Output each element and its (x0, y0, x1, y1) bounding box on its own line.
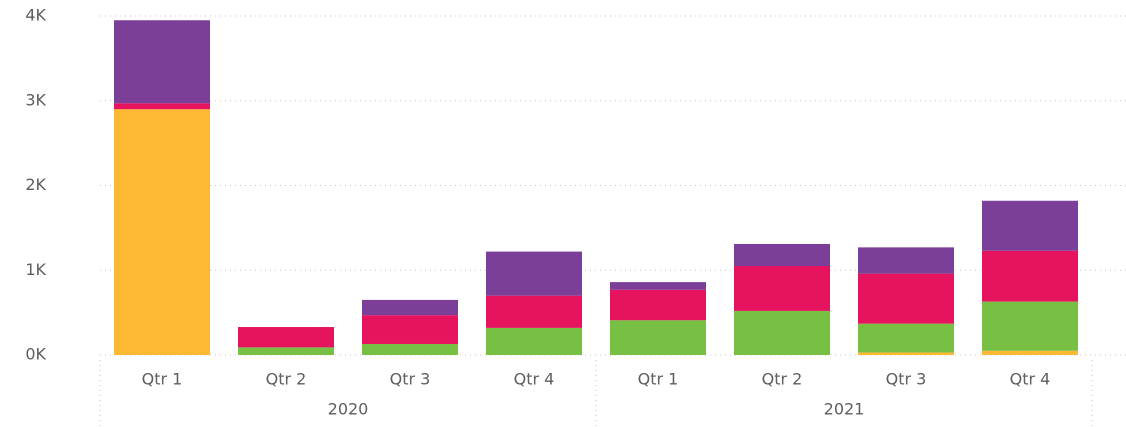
bar-segment (486, 327, 582, 355)
x-tick-label: Qtr 2 (266, 370, 307, 389)
bar-segment (610, 320, 706, 355)
y-tick-label: 4K (25, 6, 46, 25)
bar-segment (734, 266, 830, 311)
bar-segment (610, 289, 706, 321)
group-label: 2020 (328, 400, 369, 419)
x-tick-label: Qtr 2 (762, 370, 803, 389)
bar-segment (486, 295, 582, 328)
bar-segment (734, 243, 830, 267)
y-tick-label: 1K (25, 260, 46, 279)
x-tick-label: Qtr 3 (886, 370, 927, 389)
bar-segment (858, 352, 954, 355)
x-tick-label: Qtr 3 (390, 370, 431, 389)
x-tick-label: Qtr 1 (638, 370, 679, 389)
bar-segment (982, 350, 1078, 355)
bar-segment (858, 247, 954, 274)
y-tick-label: 2K (25, 175, 46, 194)
x-tick-label: Qtr 1 (142, 370, 183, 389)
bar-segment (238, 327, 334, 348)
bar-segment (114, 109, 210, 355)
bar-segment (362, 343, 458, 355)
bar-segment (858, 273, 954, 324)
bar-segment (114, 103, 210, 110)
bar-segment (238, 347, 334, 355)
bar-segment (734, 310, 830, 355)
x-tick-label: Qtr 4 (1010, 370, 1051, 389)
y-tick-label: 0K (25, 345, 46, 364)
bar-segment (486, 251, 582, 296)
bar-segment (362, 315, 458, 344)
bar-segment (610, 282, 706, 290)
y-tick-label: 3K (25, 90, 46, 109)
bar-segment (982, 200, 1078, 251)
bar-segment (982, 301, 1078, 351)
x-tick-label: Qtr 4 (514, 370, 555, 389)
bar-segment (982, 250, 1078, 302)
bar-segment (114, 20, 210, 104)
bar-segment (362, 299, 458, 316)
bar-segment (858, 323, 954, 353)
group-label: 2021 (824, 400, 865, 419)
